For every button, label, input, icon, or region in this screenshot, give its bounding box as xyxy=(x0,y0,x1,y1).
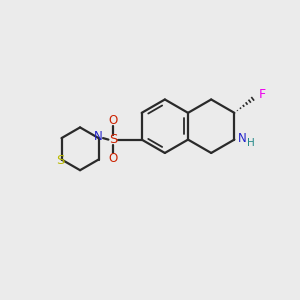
Text: H: H xyxy=(247,138,255,148)
Text: S: S xyxy=(109,133,118,146)
Text: N: N xyxy=(94,130,103,143)
Text: S: S xyxy=(56,154,64,167)
Text: N: N xyxy=(238,132,247,145)
Text: O: O xyxy=(109,152,118,165)
Text: F: F xyxy=(259,88,266,100)
Text: O: O xyxy=(109,114,118,128)
